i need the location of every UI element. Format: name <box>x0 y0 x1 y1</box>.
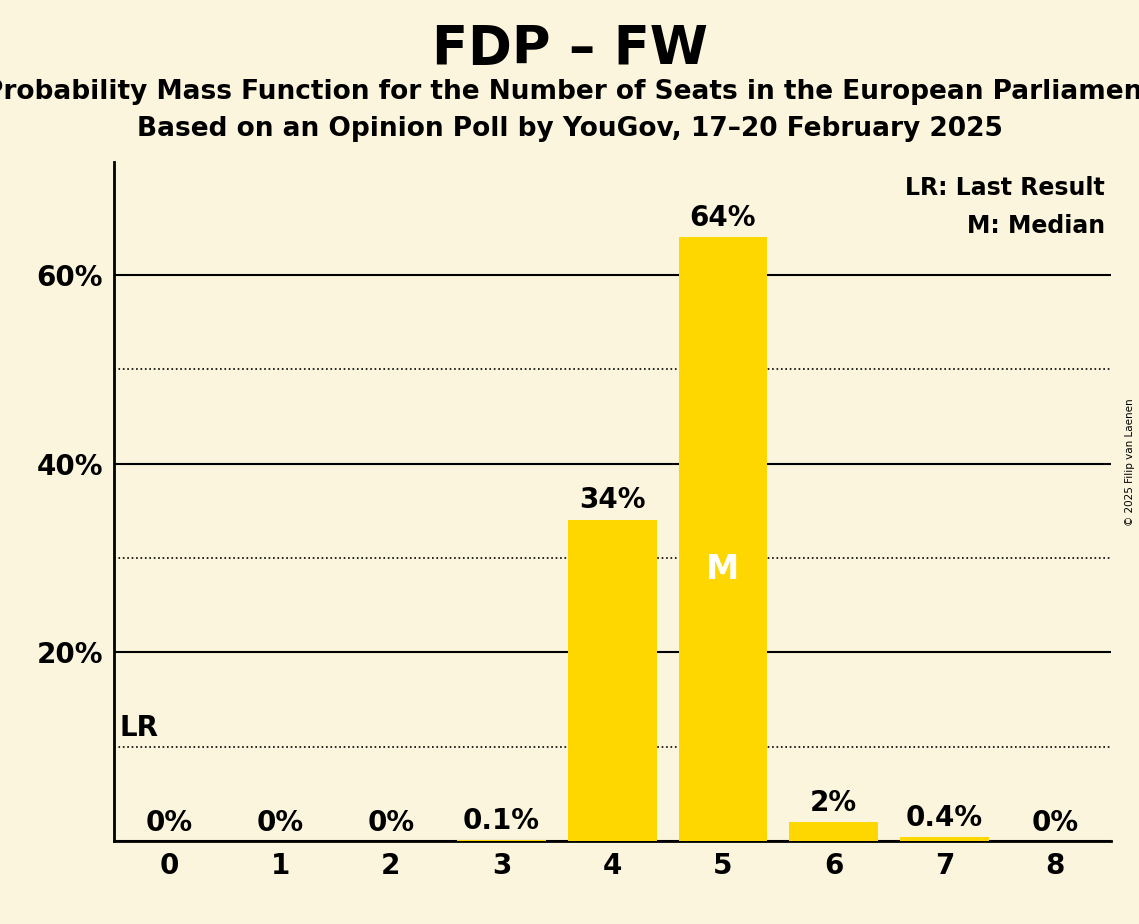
Text: M: M <box>706 553 739 586</box>
Text: LR: Last Result: LR: Last Result <box>906 176 1105 200</box>
Bar <box>568 520 656 841</box>
Text: Probability Mass Function for the Number of Seats in the European Parliament: Probability Mass Function for the Number… <box>0 79 1139 104</box>
Text: 0.4%: 0.4% <box>906 805 983 833</box>
Text: FDP – FW: FDP – FW <box>432 23 707 75</box>
Bar <box>457 840 546 841</box>
Text: 34%: 34% <box>579 486 646 515</box>
Text: © 2025 Filip van Laenen: © 2025 Filip van Laenen <box>1125 398 1134 526</box>
Bar <box>679 237 768 841</box>
Text: 0.1%: 0.1% <box>462 808 540 835</box>
Text: 0%: 0% <box>367 809 415 837</box>
Text: 0%: 0% <box>1032 809 1079 837</box>
Text: 0%: 0% <box>146 809 192 837</box>
Bar <box>900 837 989 841</box>
Text: 64%: 64% <box>690 203 756 232</box>
Text: M: Median: M: Median <box>967 213 1105 237</box>
Text: LR: LR <box>120 714 158 742</box>
Text: 2%: 2% <box>810 789 858 817</box>
Text: 0%: 0% <box>256 809 304 837</box>
Bar <box>789 822 878 841</box>
Text: Based on an Opinion Poll by YouGov, 17–20 February 2025: Based on an Opinion Poll by YouGov, 17–2… <box>137 116 1002 141</box>
